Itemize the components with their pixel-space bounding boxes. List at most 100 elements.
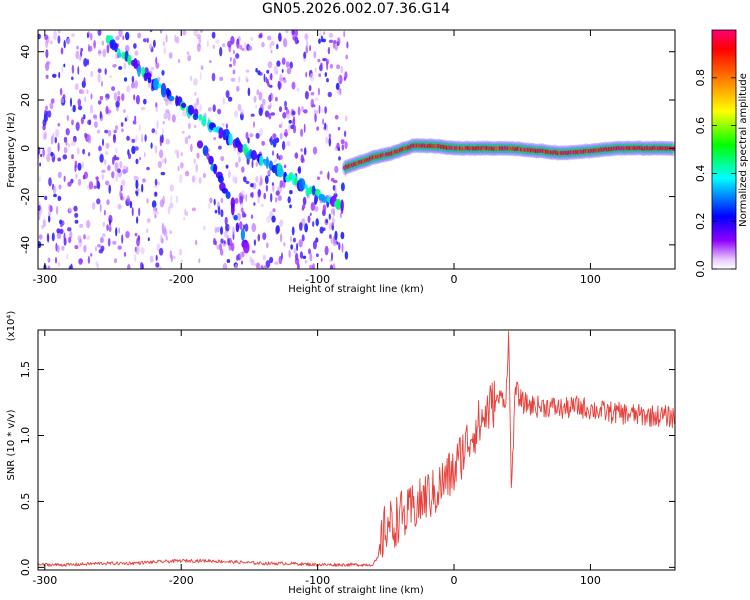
noise-speck	[316, 253, 319, 257]
noise-speck	[295, 253, 299, 261]
noise-speck	[136, 216, 139, 224]
noise-speck	[327, 91, 332, 98]
noise-speck	[68, 206, 72, 212]
noise-speck	[230, 242, 235, 252]
noise-speck	[141, 183, 144, 193]
snr-x-axis-label: Height of straight line (km)	[288, 585, 424, 596]
spectrogram-feature	[341, 138, 675, 176]
noise-speck	[324, 106, 327, 114]
noise-speck	[146, 37, 149, 44]
noise-speck	[161, 157, 165, 164]
noise-speck	[253, 121, 255, 128]
noise-speck	[314, 97, 319, 102]
noise-speck	[224, 230, 228, 238]
snr-multiplier-label: (x10⁴)	[6, 311, 17, 342]
colorbar-gradient	[712, 30, 736, 269]
noise-speck	[115, 147, 118, 155]
noise-speck	[267, 82, 270, 87]
noise-speck	[225, 164, 229, 169]
noise-speck	[265, 184, 269, 192]
noise-speck	[251, 223, 257, 233]
noise-speck	[284, 100, 287, 108]
noise-speck	[239, 44, 243, 50]
noise-speck	[180, 162, 184, 169]
noise-speck	[187, 122, 191, 130]
noise-speck	[66, 253, 69, 260]
noise-speck	[233, 57, 236, 67]
noise-speck	[138, 124, 141, 132]
noise-speck	[52, 185, 57, 194]
noise-speck	[256, 262, 261, 269]
noise-speck	[279, 73, 283, 83]
noise-speck	[312, 263, 315, 269]
signal-blob	[196, 140, 204, 149]
noise-speck	[71, 140, 74, 147]
noise-speck	[63, 232, 66, 242]
noise-speck	[241, 260, 243, 265]
noise-speck	[313, 50, 317, 59]
noise-speck	[55, 205, 59, 215]
noise-speck	[305, 39, 309, 48]
noise-speck	[312, 221, 315, 227]
noise-speck	[46, 61, 51, 65]
noise-speck	[240, 207, 244, 213]
noise-speck	[262, 232, 267, 240]
noise-speck	[234, 263, 238, 269]
noise-speck	[272, 138, 277, 148]
noise-speck	[134, 146, 139, 151]
noise-speck	[87, 58, 89, 66]
noise-speck	[39, 162, 41, 167]
noise-speck	[337, 76, 341, 82]
noise-speck	[101, 169, 106, 173]
noise-speck	[228, 225, 231, 230]
noise-speck	[38, 211, 41, 221]
noise-speck	[222, 123, 225, 127]
noise-speck	[338, 242, 341, 251]
noise-speck	[286, 141, 291, 147]
noise-speck	[83, 234, 86, 240]
noise-speck	[236, 85, 240, 92]
noise-speck	[57, 35, 61, 44]
noise-speck	[183, 217, 186, 221]
noise-speck	[218, 145, 222, 150]
noise-speck	[60, 97, 65, 104]
noise-speck	[169, 230, 172, 235]
noise-speck	[267, 61, 273, 69]
noise-speck	[272, 150, 274, 156]
noise-speck	[170, 195, 173, 203]
noise-speck	[181, 130, 185, 134]
noise-speck	[106, 224, 109, 232]
noise-speck	[161, 134, 164, 144]
noise-speck	[182, 30, 187, 36]
noise-speck	[99, 95, 104, 101]
noise-speck	[93, 185, 97, 189]
noise-speck	[72, 104, 76, 113]
signal-blob	[218, 127, 224, 139]
noise-speck	[288, 119, 292, 124]
signal-blob	[243, 241, 250, 254]
noise-speck	[48, 215, 51, 223]
signal-blob	[233, 214, 238, 221]
noise-speck	[115, 35, 120, 41]
noise-speck	[91, 202, 95, 210]
noise-speck	[345, 54, 349, 60]
spectrogram-x-tick-label: -200	[169, 273, 194, 286]
signal-blob	[298, 178, 306, 191]
noise-speck	[253, 202, 256, 206]
noise-speck	[126, 85, 131, 93]
signal-blob	[157, 83, 163, 89]
noise-speck	[74, 164, 77, 173]
noise-speck	[275, 225, 280, 234]
noise-speck	[251, 191, 254, 198]
noise-speck	[131, 82, 135, 89]
noise-speck	[340, 65, 344, 74]
noise-speck	[135, 188, 140, 192]
noise-speck	[278, 156, 281, 161]
noise-speck	[279, 219, 284, 227]
noise-speck	[265, 260, 271, 269]
noise-speck	[100, 245, 105, 252]
noise-speck	[321, 38, 326, 43]
noise-speck	[97, 73, 101, 83]
noise-speck	[58, 71, 61, 79]
noise-speck	[47, 110, 52, 118]
